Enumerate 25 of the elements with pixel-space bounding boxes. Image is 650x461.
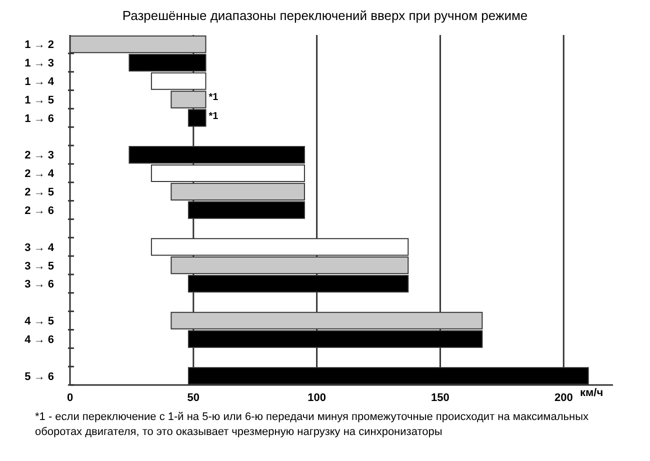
y-tick-label: 4 → 6 [24,334,54,346]
x-axis-title: км/ч [580,387,604,399]
y-tick-label: 1 → 6 [24,112,54,125]
y-tick-label: 3 → 6 [24,278,54,291]
y-tick-label: 4 → 5 [24,316,54,328]
y-tick-label: 1 → 3 [24,58,54,70]
x-tick-label: 100 [308,392,326,404]
y-tick-label: 1 → 4 [24,76,55,88]
annotation: *1 [208,92,218,104]
x-tick-label: 50 [187,392,200,404]
x-tick-label: 150 [431,392,450,404]
chart-title: Разрешённые диапазоны переключений вверх при ручном режиме [121,8,529,23]
x-tick-label: 200 [554,392,573,404]
y-tick-label: 3 → 4 [24,242,55,254]
annotation: *1 [208,110,218,122]
y-tick-label: 1 → 5 [24,94,54,106]
x-tick-label: 0 [66,392,74,404]
y-tick-label: 2 → 5 [24,186,54,199]
y-tick-label: 2 → 4 [24,168,55,180]
y-tick-label: 2 → 6 [24,205,54,217]
y-tick-label: 2 → 3 [24,150,54,162]
y-tick-label: 3 → 5 [24,260,54,272]
y-tick-label: 5 → 6 [24,370,54,383]
text: *1 - если переключение с 1-й на 5-ю или 6-ю передачи минуя промежуточные происходит на максимальных оборотах двигателя, то это оказывает чрезмерную нагрузку на синхронизаторы [35,410,590,440]
y-tick-label: 1 → 2 [24,39,54,52]
